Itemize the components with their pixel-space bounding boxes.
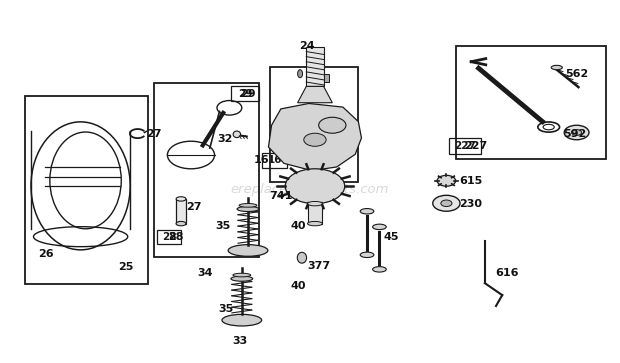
Text: 227: 227 <box>464 141 487 151</box>
Text: 35: 35 <box>218 303 234 314</box>
Text: 377: 377 <box>307 261 330 271</box>
Text: 16: 16 <box>254 155 269 166</box>
Text: 25: 25 <box>118 262 133 272</box>
Text: 27: 27 <box>186 202 202 212</box>
Text: 27: 27 <box>146 129 161 139</box>
Text: 40: 40 <box>290 221 306 231</box>
Ellipse shape <box>233 273 250 277</box>
Bar <box>324 74 329 82</box>
Ellipse shape <box>176 221 186 226</box>
Circle shape <box>564 125 589 140</box>
Text: 24: 24 <box>299 41 315 52</box>
Text: 28: 28 <box>162 232 177 242</box>
Text: 29: 29 <box>237 89 252 99</box>
Polygon shape <box>268 103 361 171</box>
Ellipse shape <box>228 245 268 256</box>
Ellipse shape <box>308 221 322 226</box>
Circle shape <box>285 169 345 204</box>
Bar <box>306 47 324 86</box>
Ellipse shape <box>239 204 257 207</box>
Text: 34: 34 <box>197 268 213 278</box>
Ellipse shape <box>298 252 306 263</box>
Text: 26: 26 <box>38 249 54 259</box>
Ellipse shape <box>222 314 262 326</box>
Bar <box>308 204 322 224</box>
Ellipse shape <box>308 201 322 206</box>
Ellipse shape <box>373 266 386 272</box>
Circle shape <box>319 117 346 133</box>
Ellipse shape <box>176 197 186 201</box>
Text: 615: 615 <box>459 176 482 187</box>
Text: 741: 741 <box>270 191 293 201</box>
Ellipse shape <box>237 207 259 212</box>
Ellipse shape <box>373 224 386 230</box>
Text: 40: 40 <box>290 281 306 291</box>
Text: 29: 29 <box>241 89 256 99</box>
Text: 230: 230 <box>459 199 482 209</box>
Ellipse shape <box>298 70 303 78</box>
Ellipse shape <box>233 131 241 138</box>
Circle shape <box>437 175 456 186</box>
Ellipse shape <box>360 208 374 214</box>
Text: 562: 562 <box>565 69 589 79</box>
Circle shape <box>441 200 452 207</box>
Bar <box>176 199 186 224</box>
Text: 592: 592 <box>563 129 587 139</box>
Text: ereplacementparts.com: ereplacementparts.com <box>231 183 389 196</box>
Ellipse shape <box>360 252 374 258</box>
Polygon shape <box>298 86 332 103</box>
Text: 33: 33 <box>232 336 248 346</box>
Text: 227: 227 <box>454 141 476 151</box>
Text: 28: 28 <box>168 232 184 242</box>
Text: 16: 16 <box>267 155 282 166</box>
Text: 616: 616 <box>495 268 518 278</box>
Text: 32: 32 <box>217 134 232 144</box>
Text: 45: 45 <box>383 232 399 242</box>
Circle shape <box>304 133 326 146</box>
Ellipse shape <box>231 276 253 281</box>
Ellipse shape <box>551 65 562 70</box>
Circle shape <box>572 130 582 135</box>
Circle shape <box>433 195 460 211</box>
Text: 35: 35 <box>216 221 231 231</box>
